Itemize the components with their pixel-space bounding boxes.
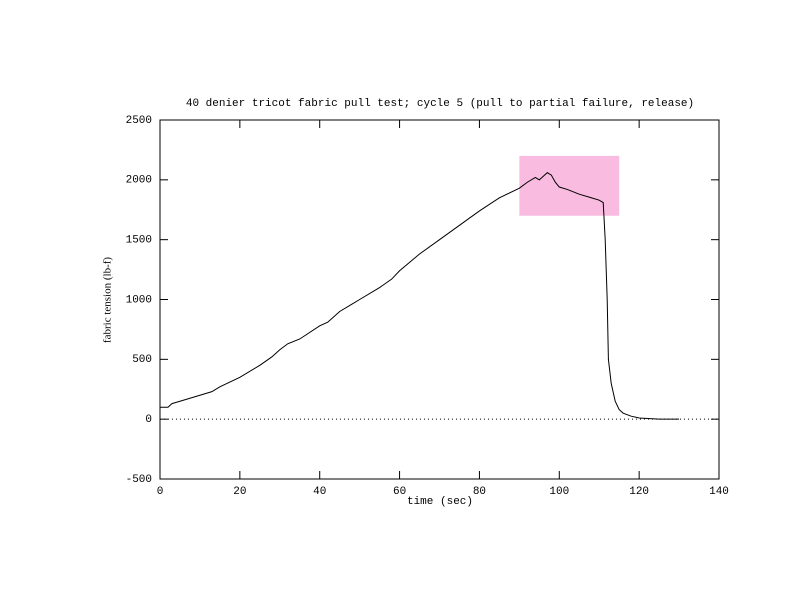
x-tick-label: 20: [233, 486, 246, 498]
y-tick-label: 2500: [126, 115, 152, 127]
y-tick-label: -500: [126, 474, 152, 486]
y-tick-label: 1500: [126, 235, 152, 247]
chart-title: 40 denier tricot fabric pull test; cycle…: [186, 98, 694, 110]
y-tick-label: 500: [132, 354, 152, 366]
x-tick-label: 120: [629, 486, 649, 498]
x-tick-label: 140: [709, 486, 729, 498]
x-tick-label: 80: [473, 486, 486, 498]
data-line: [160, 172, 680, 420]
x-tick-label: 40: [313, 486, 326, 498]
x-tick-label: 0: [157, 486, 164, 498]
y-axis-label: fabric tension (lb-f): [102, 257, 114, 343]
y-tick-label: 0: [145, 414, 152, 426]
y-tick-label: 1000: [126, 294, 152, 306]
y-tick-label: 2000: [126, 175, 152, 187]
x-tick-label: 100: [549, 486, 569, 498]
x-axis-label: time (sec): [407, 496, 473, 508]
x-tick-label: 60: [393, 486, 406, 498]
plot-frame: [159, 119, 720, 480]
highlight-region: [519, 155, 620, 216]
